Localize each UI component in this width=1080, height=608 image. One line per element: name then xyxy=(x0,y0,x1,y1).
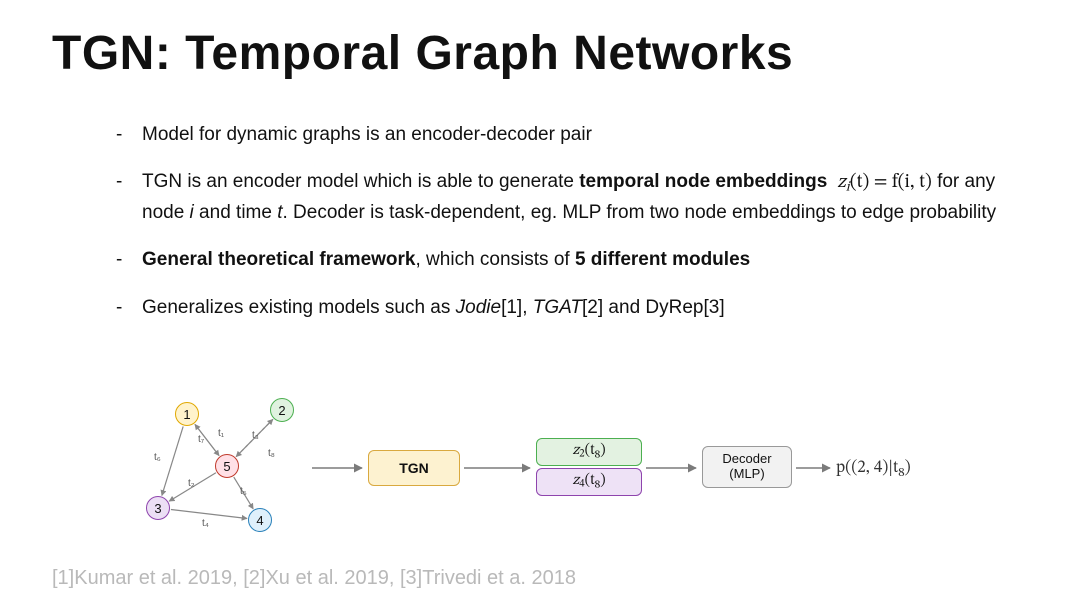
bullet-2-a: TGN is an encoder model which is able to… xyxy=(142,171,579,192)
bullet-2-bold: temporal node embeddings xyxy=(579,171,827,192)
graph-node-3: 3 xyxy=(146,496,170,520)
bullet-3-c: 5 different modules xyxy=(575,249,750,270)
pipeline-diagram: 1 2 3 4 5 t₇ t₁ t₃ t₈ t₂ t₆ t₄ t₅ TGN z2(t₈) z4(t₈) xyxy=(140,398,960,548)
decoder-line1: Decoder xyxy=(722,452,771,467)
edge-label: t₆ xyxy=(154,452,161,463)
edge-label: t₅ xyxy=(240,486,247,497)
z2-arg: (t₈) xyxy=(585,443,606,458)
eq-z: z xyxy=(837,173,846,192)
output-prob: p((2, 4)|t₈) xyxy=(836,458,911,479)
graph-node-1: 1 xyxy=(175,402,199,426)
bullet-2-eq: zi(t) = f(i, t) xyxy=(833,173,932,192)
references: [1]Kumar et al. 2019, [2]Xu et al. 2019,… xyxy=(52,567,576,590)
bullet-4-jodie: Jodie xyxy=(456,297,501,318)
graph-node-5: 5 xyxy=(215,454,239,478)
page-title: TGN: Temporal Graph Networks xyxy=(52,28,1028,81)
slide: TGN: Temporal Graph Networks Model for d… xyxy=(0,0,1080,608)
bullet-2-g: . Decoder is task-dependent, eg. MLP fro… xyxy=(283,202,997,223)
bullet-4-jref: [1], xyxy=(501,297,533,318)
output-text: p((2, 4)|t₈) xyxy=(836,460,911,477)
tgn-box: TGN xyxy=(368,450,460,486)
z2-box: z2(t₈) xyxy=(536,438,642,466)
edge-label: t₂ xyxy=(188,478,195,489)
tgn-label: TGN xyxy=(399,460,429,476)
graph-node-4: 4 xyxy=(248,508,272,532)
bullet-4-tgat: TGAT xyxy=(533,297,582,318)
eq-rhs: (t) = f(i, t) xyxy=(850,173,932,192)
bullet-4: Generalizes existing models such as Jodi… xyxy=(124,294,1028,322)
bullet-list: Model for dynamic graphs is an encoder-d… xyxy=(52,121,1028,321)
edge-label: t₁ xyxy=(218,428,224,439)
graph-node-2: 2 xyxy=(270,398,294,422)
z4-label: z4(t₈) xyxy=(572,472,605,491)
bullet-2: TGN is an encoder model which is able to… xyxy=(124,168,1028,226)
z4-box: z4(t₈) xyxy=(536,468,642,496)
bullet-4-rest: [2] and DyRep[3] xyxy=(582,297,725,318)
decoder-box-inner: Decoder (MLP) xyxy=(722,452,771,482)
bullet-1-text: Model for dynamic graphs is an encoder-d… xyxy=(142,124,592,145)
decoder-line2: (MLP) xyxy=(722,467,771,482)
decoder-box: Decoder (MLP) xyxy=(702,446,792,488)
edge-label: t₃ xyxy=(252,430,259,441)
edge-label: t₈ xyxy=(268,448,275,459)
bullet-3-b: , which consists of xyxy=(416,249,575,270)
bullet-3: General theoretical framework, which con… xyxy=(124,246,1028,274)
edge-label: t₄ xyxy=(202,518,209,529)
edge-label: t₇ xyxy=(198,434,204,445)
z4-arg: (t₈) xyxy=(585,473,606,488)
bullet-4-a: Generalizes existing models such as xyxy=(142,297,456,318)
bullet-1: Model for dynamic graphs is an encoder-d… xyxy=(124,121,1028,149)
bullet-3-a: General theoretical framework xyxy=(142,249,416,270)
z2-label: z2(t₈) xyxy=(572,442,605,461)
bullet-2-e: and time xyxy=(194,202,277,223)
